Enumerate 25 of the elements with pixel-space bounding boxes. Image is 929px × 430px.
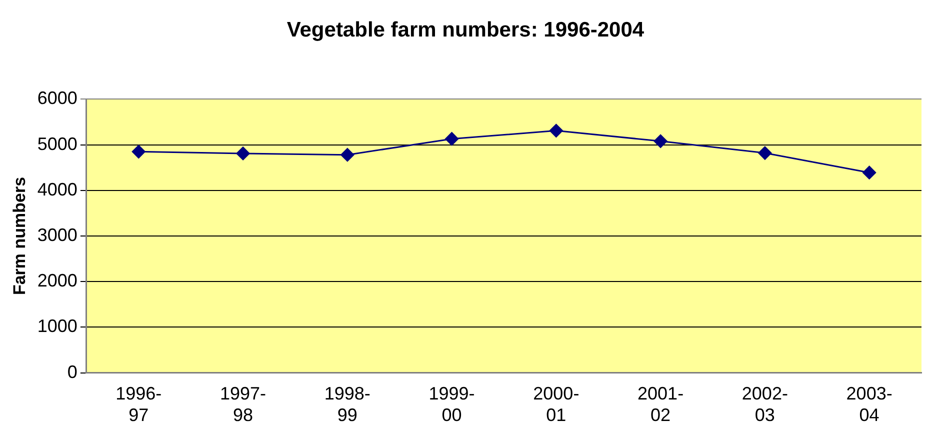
- y-tick-label: 4000: [37, 179, 78, 200]
- point: [654, 134, 668, 148]
- y-axis-title: Farm numbers: [10, 176, 29, 296]
- point: [236, 146, 250, 160]
- point: [758, 146, 772, 160]
- y-tick-label: 2000: [37, 270, 78, 291]
- y-tick-label: 1000: [37, 316, 78, 336]
- y-tick-label: 0: [67, 362, 78, 382]
- point: [862, 166, 876, 180]
- point: [340, 148, 354, 162]
- x-tick-label: 2003-04: [846, 384, 892, 426]
- x-tick-label: 1997-98: [220, 384, 266, 426]
- x-tick-label: 1996-97: [116, 384, 162, 426]
- x-tick-label: 2000-01: [533, 384, 580, 426]
- point: [549, 124, 563, 138]
- x-tick-label: 1998-99: [324, 384, 370, 426]
- x-tick-label: 2002-03: [742, 384, 788, 426]
- point: [445, 132, 459, 146]
- chart-title: Vegetable farm numbers: 1996-2004: [286, 18, 644, 42]
- point: [132, 144, 146, 158]
- y-tick-label: 6000: [37, 88, 78, 108]
- x-tick-label: 2001-02: [638, 384, 684, 426]
- x-tick-label: 1999-00: [428, 384, 475, 426]
- y-tick-label: 5000: [37, 134, 78, 154]
- y-tick-label: 3000: [37, 224, 78, 245]
